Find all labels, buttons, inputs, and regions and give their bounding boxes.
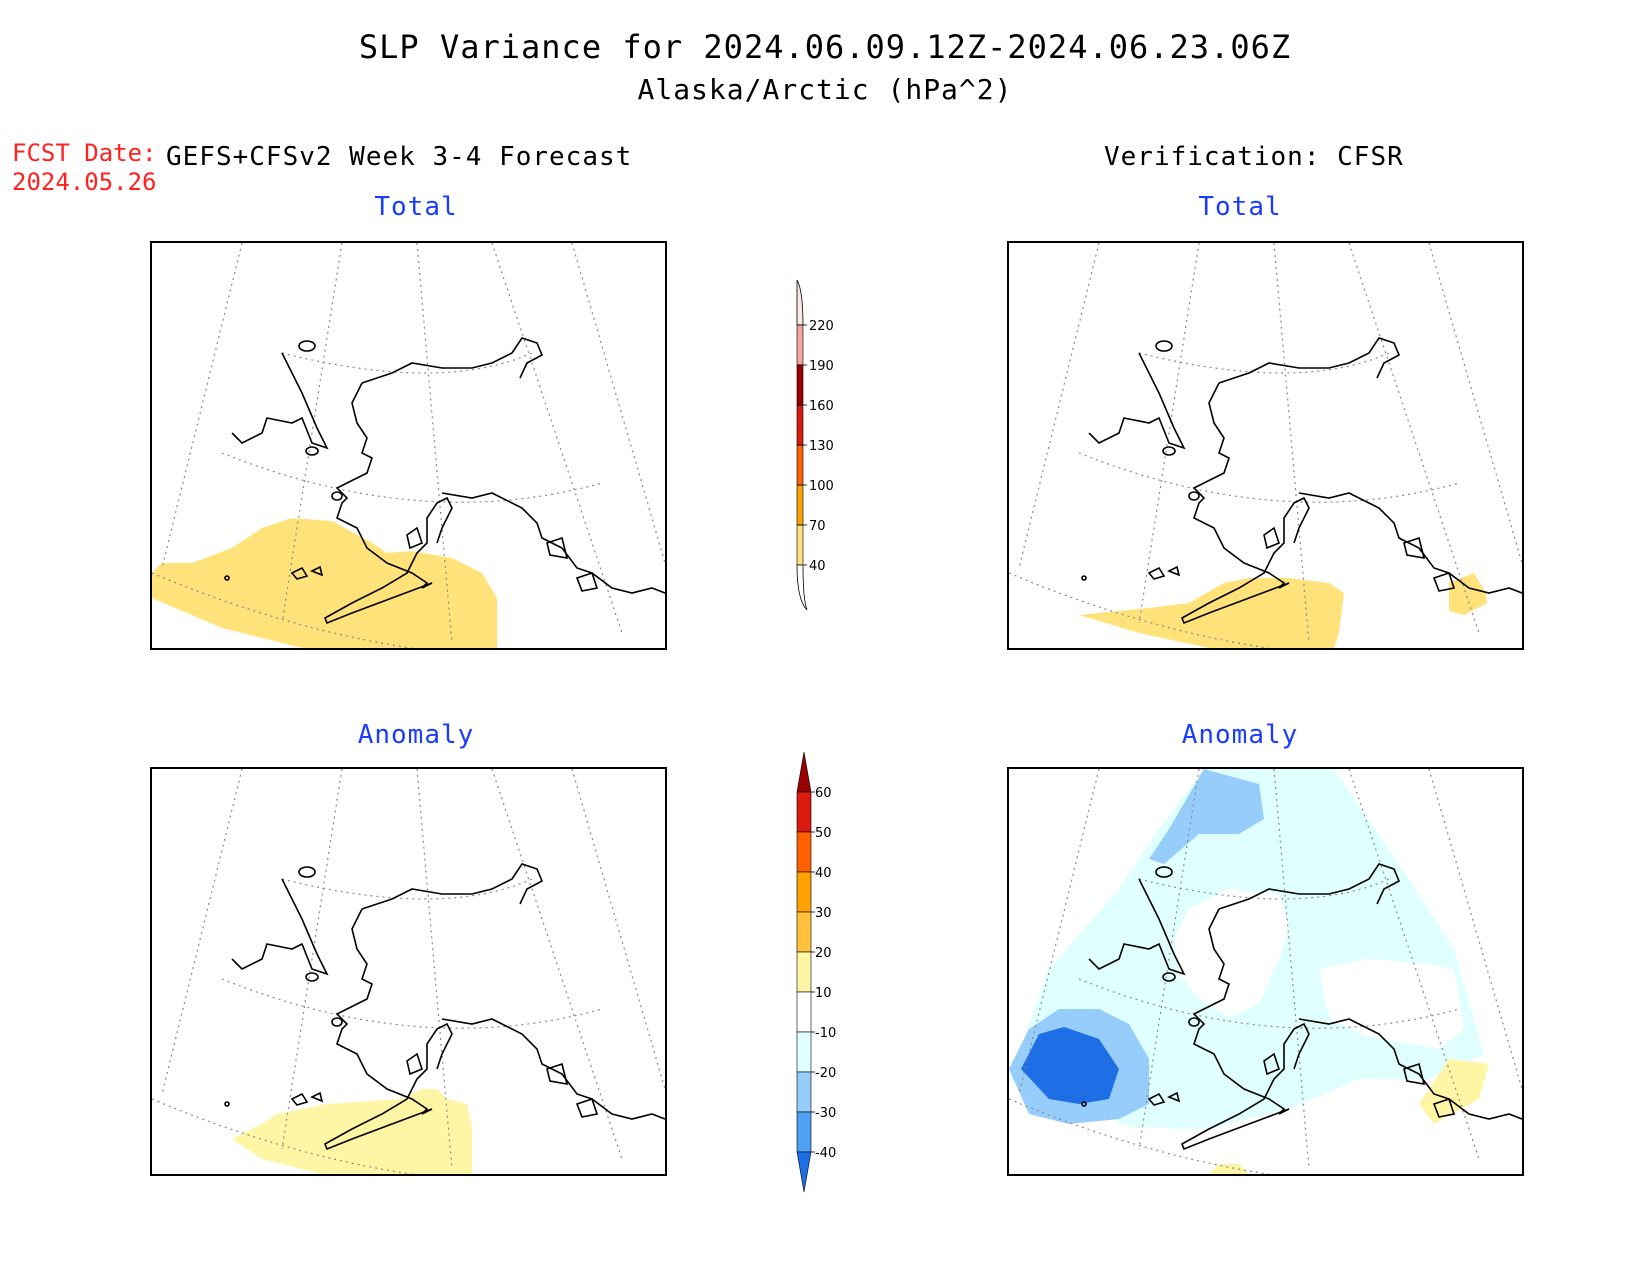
colorbar-anomaly-label: 40	[815, 866, 832, 881]
colorbar-total-bin	[796, 484, 804, 526]
colorbar-total-label: 40	[809, 559, 826, 574]
anomaly-shade-10-20-south	[1209, 1164, 1249, 1174]
colorbar-anomaly-label: 10	[815, 986, 832, 1001]
colorbar-anomaly-bin	[796, 1111, 812, 1153]
colorbar-anomaly-cap-top	[796, 751, 812, 793]
colorbar-anomaly-label: -20	[815, 1066, 836, 1081]
anomaly-shade-neg20-neg30-north	[1149, 769, 1264, 864]
map-verification-anomaly	[1007, 767, 1524, 1176]
colorbar-anomaly-bin	[796, 791, 812, 833]
colorbar-total-label: 220	[809, 319, 834, 334]
colorbar-total: 220 190 160 130 100 70 40	[785, 278, 855, 614]
colorbar-total-label: 70	[809, 519, 826, 534]
colorbar-anomaly-cap-bottom	[796, 1151, 812, 1193]
figure-title: SLP Variance for 2024.06.09.12Z-2024.06.…	[358, 28, 1292, 66]
map-forecast-anomaly	[150, 767, 667, 1176]
colorbar-anomaly-label: -30	[815, 1106, 836, 1121]
forecast-date-value: 2024.05.26	[12, 168, 157, 196]
colorbar-anomaly-label: 50	[815, 826, 832, 841]
colorbar-anomaly-bin	[796, 1071, 812, 1113]
colorbar-anomaly-label: 20	[815, 946, 832, 961]
colorbar-anomaly-bin	[796, 1031, 812, 1073]
variance-shade-40-70-east	[1449, 573, 1487, 615]
panel-title-forecast-anomaly: Anomaly	[357, 720, 475, 750]
map-forecast-total	[150, 241, 667, 650]
figure-subtitle: Alaska/Arctic (hPa^2)	[637, 73, 1013, 106]
variance-shade-40-70	[152, 518, 497, 648]
colorbar-total-label: 100	[809, 479, 834, 494]
panel-title-forecast-total: Total	[374, 192, 458, 222]
verification-column-header: Verification: CFSR	[1104, 142, 1404, 172]
colorbar-total-cap-top	[796, 278, 804, 326]
colorbar-anomaly-label: -10	[815, 1026, 836, 1041]
map-verification-total	[1007, 241, 1524, 650]
colorbar-anomaly-bin	[796, 871, 812, 913]
anomaly-shade-10-20-east	[1419, 1059, 1489, 1124]
forecast-date-label: FCST Date:	[12, 139, 157, 167]
colorbar-total-cap-bottom	[796, 564, 808, 611]
colorbar-anomaly-label: 60	[815, 786, 832, 801]
anomaly-shade-near-zero	[1174, 889, 1289, 1017]
colorbar-anomaly-bin	[796, 951, 812, 993]
colorbar-total-label: 190	[809, 359, 834, 374]
colorbar-total-bin	[796, 444, 804, 486]
variance-shade-40-70	[1079, 578, 1344, 648]
colorbar-anomaly-bin	[796, 991, 812, 1033]
colorbar-anomaly-bin	[796, 911, 812, 953]
colorbar-anomaly-bin	[796, 831, 812, 873]
colorbar-total-bin	[796, 324, 804, 366]
colorbar-total-label: 130	[809, 439, 834, 454]
panel-title-verification-total: Total	[1198, 192, 1282, 222]
anomaly-shade-10-20	[232, 1089, 472, 1174]
colorbar-total-bin	[796, 364, 804, 406]
colorbar-anomaly-label: -40	[815, 1146, 836, 1161]
panel-title-verification-anomaly: Anomaly	[1181, 720, 1299, 750]
forecast-column-header: GEFS+CFSv2 Week 3-4 Forecast	[166, 142, 633, 172]
colorbar-total-label: 160	[809, 399, 834, 414]
colorbar-anomaly: 60 50 40 30 20 10 -10 -20 -30 -40	[785, 751, 855, 1206]
colorbar-total-bin	[796, 524, 804, 566]
colorbar-anomaly-label: 30	[815, 906, 832, 921]
anomaly-shade-neg30-neg40	[1021, 1027, 1119, 1104]
colorbar-total-bin	[796, 404, 804, 446]
